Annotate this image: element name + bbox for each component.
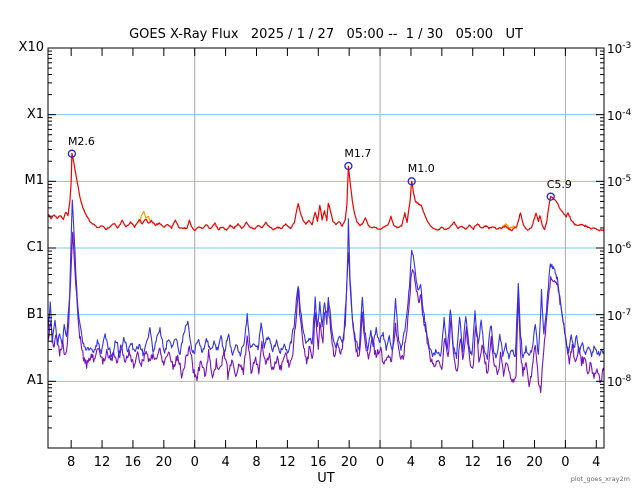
x-axis-tick-label: 0: [561, 455, 570, 470]
chart-title: GOES X-Ray Flux 2025 / 1 / 27 05:00 -- 1…: [129, 27, 523, 42]
x-axis-tick-label: 4: [221, 455, 230, 470]
series-long_secondary: [501, 223, 518, 230]
flare-label: M1.7: [344, 147, 372, 160]
series-long_primary: [47, 152, 605, 232]
flare-label: C5.9: [546, 177, 572, 191]
y-axis-left-label: B1: [26, 306, 44, 322]
x-axis-tick-label: 8: [67, 455, 76, 470]
x-axis-tick-label: 4: [406, 455, 416, 470]
flare-peak-marker: [546, 192, 555, 201]
x-axis-tick-label: 20: [155, 455, 173, 470]
y-axis-left-label: M1: [24, 173, 45, 189]
y-axis-right-label: 10-7: [607, 307, 632, 323]
x-axis-tick-label: 16: [309, 455, 327, 470]
flare-label: M1.0: [407, 162, 435, 176]
flare-label: M2.6: [67, 134, 95, 148]
x-axis-tick-label: 4: [592, 455, 601, 470]
x-axis-tick-label: 12: [279, 455, 296, 470]
plot-frame: [47, 47, 605, 449]
x-axis-tick-label: 8: [252, 455, 261, 470]
x-axis-tick-label: 8: [437, 455, 446, 470]
x-axis-title: UT: [317, 471, 335, 486]
y-axis-left-label: A1: [26, 373, 44, 389]
y-axis-right-label: 10-6: [607, 241, 632, 256]
x-axis-tick-label: 12: [464, 455, 481, 470]
y-axis-right-label: 10-4: [607, 107, 632, 123]
y-axis-right-label: 10-5: [607, 174, 632, 190]
x-axis-tick-label: 0: [190, 455, 199, 470]
series-long_secondary: [138, 210, 152, 223]
flare-peak-marker: [407, 177, 416, 186]
plot-source-watermark: plot_goes_xray2m: [570, 475, 630, 483]
flare-peak-marker: [344, 161, 353, 171]
x-axis-tick-label: 12: [93, 455, 111, 470]
x-axis-tick-label: 16: [495, 455, 512, 470]
y-axis-left-label: C1: [26, 240, 44, 255]
flare-peak-marker: [67, 149, 77, 158]
y-axis-right-label: 10-3: [607, 41, 632, 56]
y-axis-left-label: X1: [26, 106, 44, 122]
x-axis-tick-label: 20: [526, 455, 543, 470]
x-axis-tick-label: 16: [124, 455, 142, 470]
x-axis-tick-label: 0: [375, 455, 385, 470]
y-axis-left-label: X10: [18, 40, 44, 55]
series-short_primary: [47, 199, 605, 360]
y-axis-right-label: 10-8: [607, 374, 632, 390]
x-axis-tick-label: 20: [340, 455, 358, 470]
